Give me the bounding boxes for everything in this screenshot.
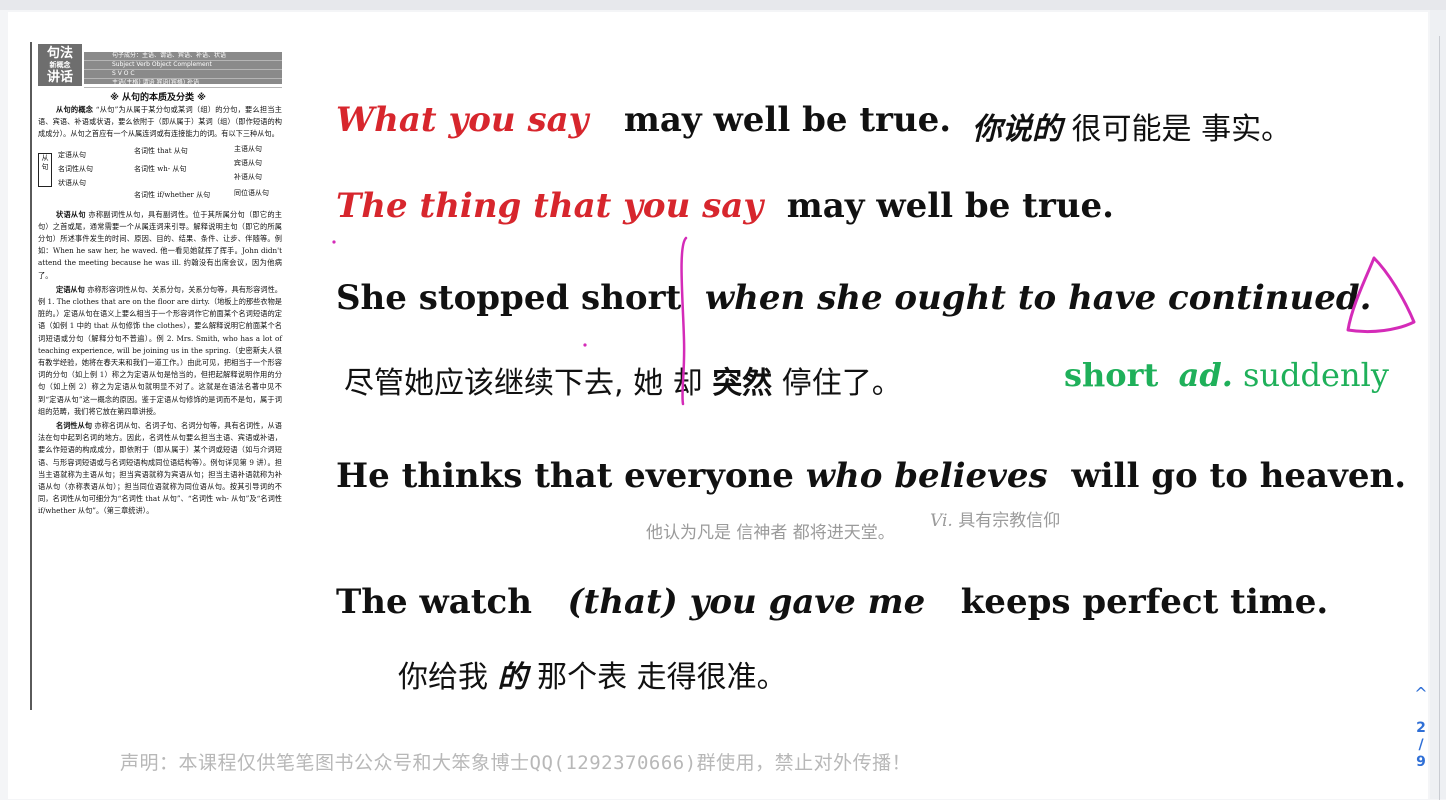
sentence-4-relative-clause: who believes <box>805 456 1048 496</box>
sentence-4-translation: 他认为凡是 信神者 都将进天堂。 <box>646 523 895 543</box>
sentence-1-translation: 你说的 很可能是 事实。 <box>972 112 1292 147</box>
annotation-divider-stroke <box>680 236 688 406</box>
page-separator: / <box>1418 737 1424 753</box>
scan-section-title: ※ 从句的本质及分类 ※ <box>110 93 206 103</box>
sentence-3-main-clause: She stopped short <box>336 278 682 318</box>
scrollbar[interactable] <box>1439 36 1446 800</box>
vocab-note-believe: Vi. 具有宗教信仰 <box>930 511 1061 531</box>
sentence-3: She stopped short when she ought to have… <box>336 278 1371 318</box>
sentence-5-relative-clause: (that) you gave me <box>567 582 926 622</box>
annotation-dot <box>583 343 587 347</box>
vocab-note-short: short ad. suddenly <box>1064 356 1389 394</box>
page-total: 9 <box>1416 754 1426 770</box>
sentence-1: What you say may well be true. <box>336 100 951 140</box>
clause-tree-diagram: 从句 定语从句 名词性从句 状语从句 名词性 that 从句 名词性 wh- 从… <box>38 143 282 205</box>
sentence-5-translation: 你给我 的 那个表 走得很准。 <box>398 660 787 695</box>
sentence-2-subject-phrase: The thing that you say <box>336 186 764 226</box>
sentence-1-subject-clause: What you say <box>336 100 589 140</box>
scanned-textbook-page: 句法 新概念 讲话 句子成分：主语、谓语、宾语、补语、状语 Subject Ve… <box>30 42 284 710</box>
sentence-3-translation: 尽管她应该继续下去, 她 却 突然 停住了。 <box>344 366 902 401</box>
sentence-2: The thing that you say may well be true. <box>336 186 1114 226</box>
sentence-4: He thinks that everyone who believes wil… <box>336 456 1407 496</box>
sentence-2-predicate: may well be true. <box>786 186 1114 226</box>
page-indicator: 2 / 9 <box>1410 720 1432 771</box>
viewer-top-bar <box>0 0 1446 10</box>
sentence-5: The watch (that) you gave me keeps perfe… <box>336 582 1329 622</box>
viewer-side-rail <box>1430 10 1446 799</box>
annotation-dot <box>332 240 336 244</box>
sentence-1-predicate: may well be true. <box>623 100 952 140</box>
book-logo: 句法 新概念 讲话 <box>38 44 82 86</box>
copyright-notice: 声明：本课程仅供笔笔图书公众号和大笨象博士QQ(1292370666)群使用，禁… <box>120 752 912 774</box>
sentence-3-adverbial-clause: when she ought to have continued. <box>704 278 1372 318</box>
sentence-element-table: 句子成分：主语、谓语、宾语、补语、状语 Subject Verb Object … <box>84 52 282 88</box>
annotation-triangle <box>1346 256 1416 334</box>
scan-body-text: 从句的概念 “从句”为从属于某分句或某词（组）的分句，要么担当主语、宾语、补语或… <box>38 105 282 516</box>
prev-page-button[interactable]: ^ <box>1414 684 1428 703</box>
page-current: 2 <box>1416 720 1426 736</box>
